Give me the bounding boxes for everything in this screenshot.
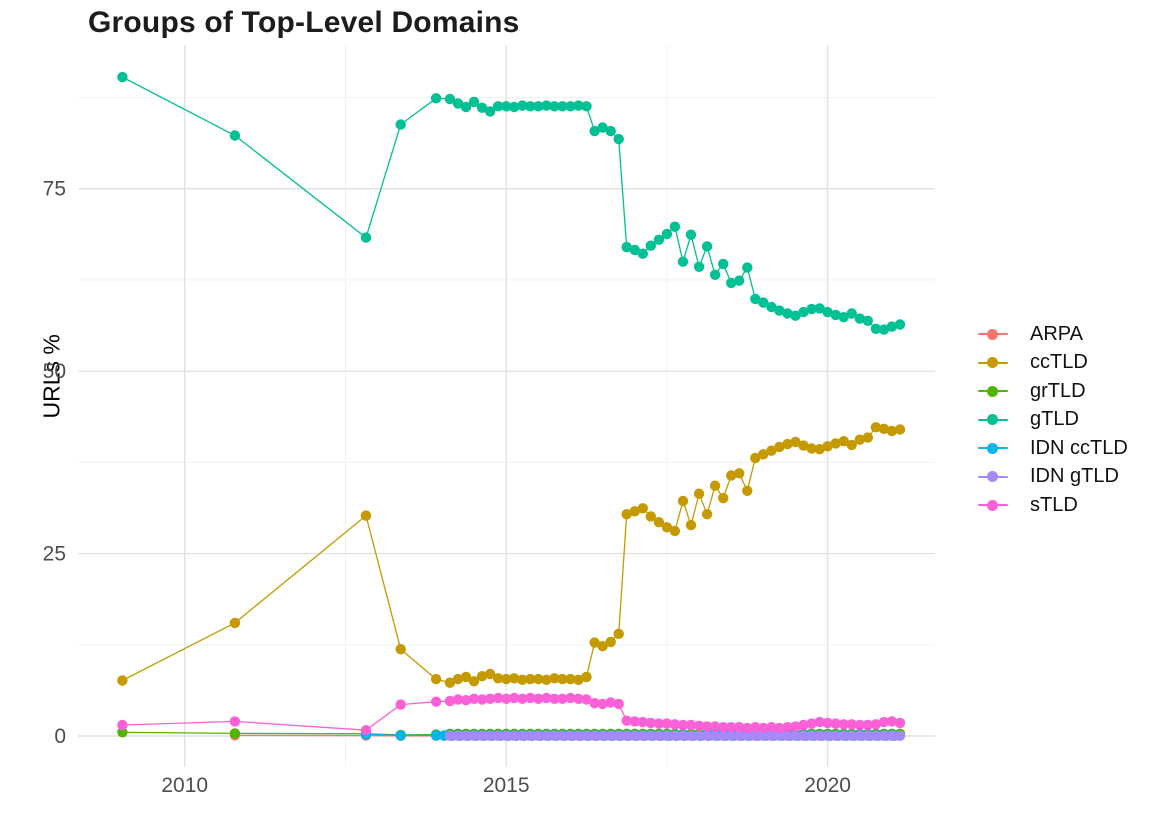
- legend-item-label: gTLD: [1030, 408, 1079, 431]
- x-axis-tick-labels: 2010 2015 2020: [161, 774, 851, 797]
- chart-title: Groups of Top-Level Domains: [88, 6, 520, 39]
- legend-item-cctld: ccTLD: [978, 349, 1128, 378]
- series-gtld: [117, 71, 906, 335]
- legend-key-icon: [978, 470, 1008, 483]
- legend-item-grtld: grTLD: [978, 377, 1128, 406]
- series-cctld: [117, 422, 906, 688]
- x-tick-label: 2020: [804, 774, 851, 797]
- legend-item-gtld: gTLD: [978, 406, 1128, 435]
- legend-item-idn-gtld: IDN gTLD: [978, 463, 1128, 492]
- y-tick-label: 0: [54, 725, 66, 748]
- legend-item-arpa: ARPA: [978, 320, 1128, 349]
- legend-item-label: IDN gTLD: [1030, 465, 1119, 488]
- legend-key-icon: [978, 328, 1008, 341]
- legend-item-stld: sTLD: [978, 491, 1128, 520]
- series-stld: [117, 692, 906, 736]
- series-idn-gtld: [444, 730, 906, 741]
- legend-key-icon: [978, 413, 1008, 426]
- legend-item-idn-cctld: IDN ccTLD: [978, 434, 1128, 463]
- legend: ARPA ccTLD grTLD gTLD IDN ccTLD IDN gTLD sTLD: [978, 320, 1128, 520]
- legend-item-label: IDN ccTLD: [1030, 436, 1128, 459]
- legend-item-label: sTLD: [1030, 493, 1078, 516]
- x-tick-label: 2015: [483, 774, 530, 797]
- y-tick-label: 50: [43, 360, 66, 383]
- legend-item-label: ccTLD: [1030, 351, 1088, 374]
- legend-item-label: ARPA: [1030, 322, 1083, 345]
- legend-key-icon: [978, 356, 1008, 369]
- y-axis-tick-labels: 0 25 50 75: [43, 178, 66, 748]
- legend-item-label: grTLD: [1030, 379, 1086, 402]
- gridlines-major: [78, 45, 935, 767]
- legend-key-icon: [978, 499, 1008, 512]
- x-tick-label: 2010: [161, 774, 208, 797]
- legend-key-icon: [978, 442, 1008, 455]
- y-tick-label: 25: [43, 543, 66, 566]
- y-tick-label: 75: [43, 178, 66, 201]
- legend-key-icon: [978, 385, 1008, 398]
